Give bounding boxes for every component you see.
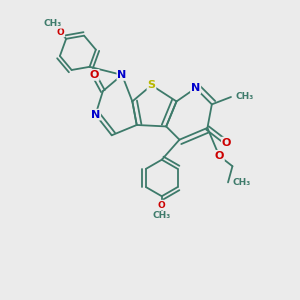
Text: N: N <box>91 110 100 120</box>
Text: N: N <box>191 83 200 93</box>
Text: S: S <box>148 80 155 90</box>
Text: O: O <box>158 201 166 210</box>
Text: CH₃: CH₃ <box>44 19 62 28</box>
Text: O: O <box>57 28 64 37</box>
Text: O: O <box>222 138 231 148</box>
Text: O: O <box>89 70 99 80</box>
Text: N: N <box>117 70 127 80</box>
Text: O: O <box>214 151 224 161</box>
Text: CH₃: CH₃ <box>153 212 171 220</box>
Text: CH₃: CH₃ <box>232 178 251 187</box>
Text: CH₃: CH₃ <box>236 92 253 101</box>
